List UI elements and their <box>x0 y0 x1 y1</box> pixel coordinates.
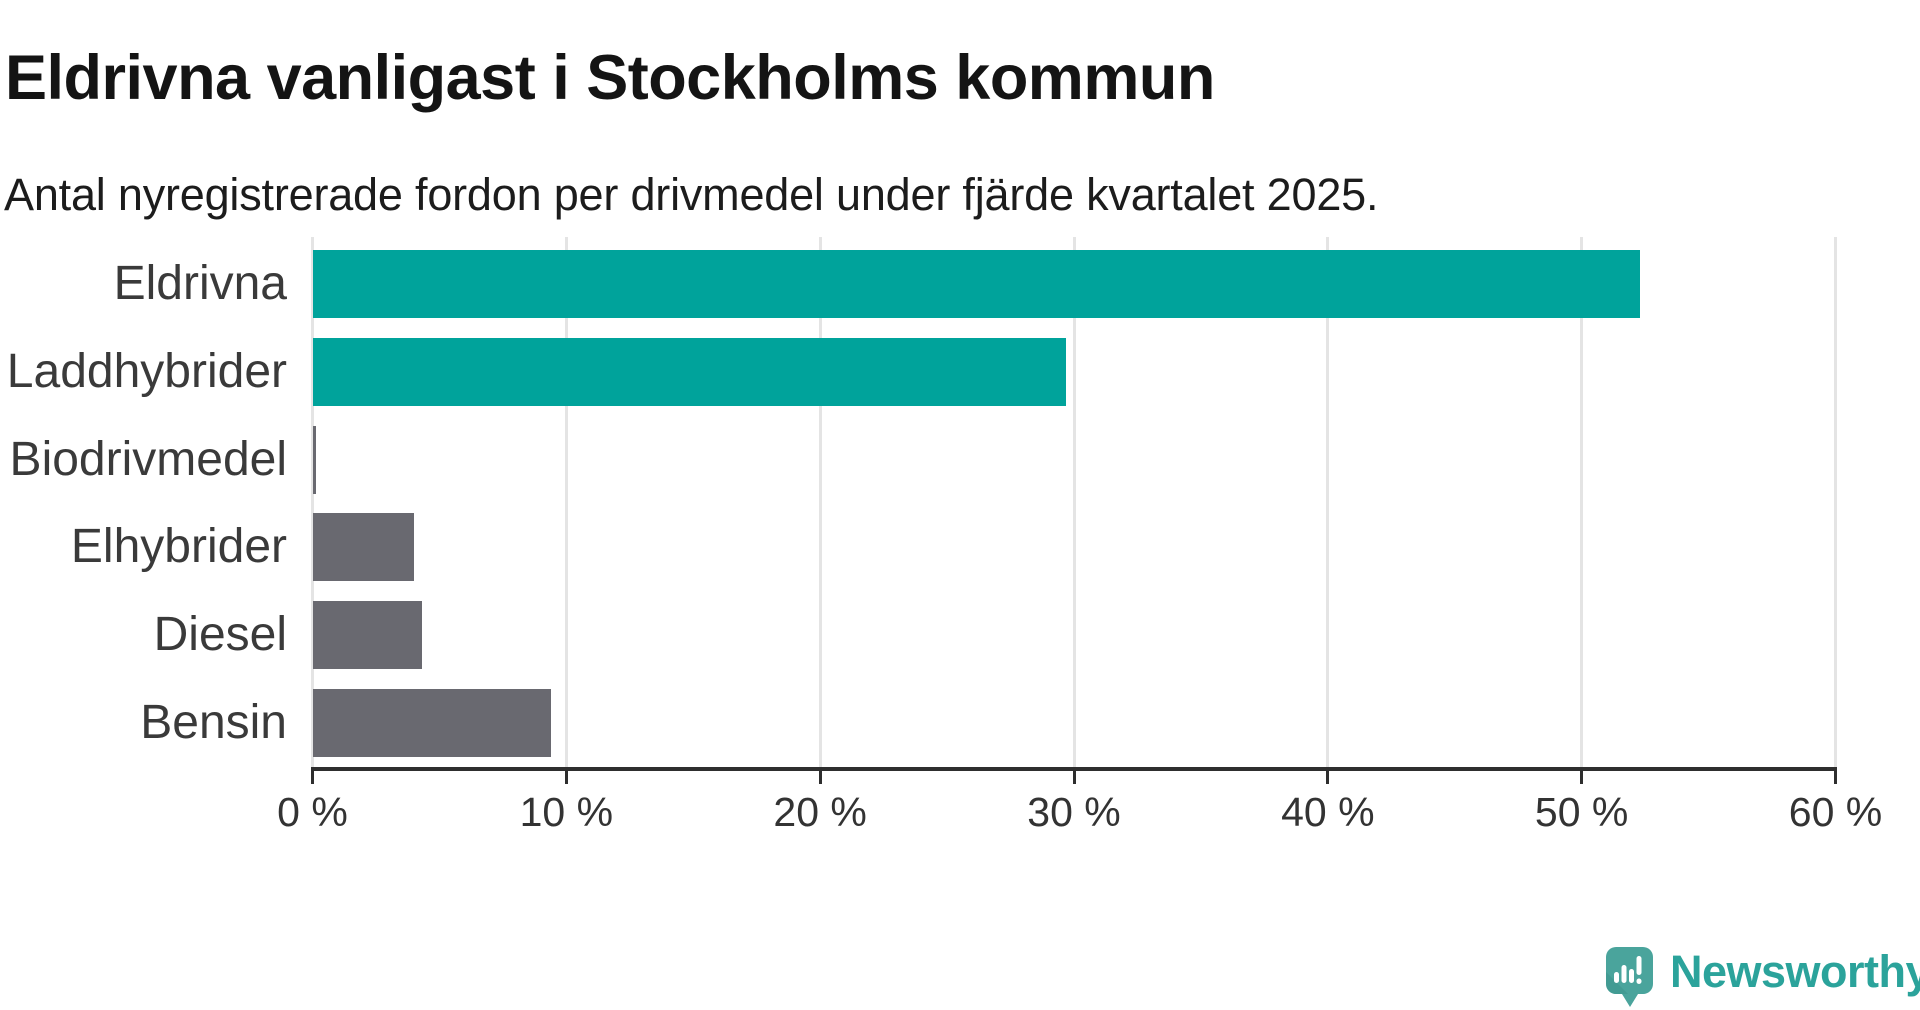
x-tick-mark <box>818 770 822 784</box>
x-tick-mark <box>564 770 568 784</box>
x-axis-line <box>311 767 1837 771</box>
gridline <box>564 237 568 767</box>
category-label: Elhybrider <box>70 520 287 574</box>
bar-laddhybrider <box>312 337 1067 406</box>
page-title: Eldrivna vanligast i Stockholms kommun <box>5 43 1215 114</box>
x-tick-label: 10 % <box>519 789 614 835</box>
gridline <box>1834 237 1837 767</box>
category-label: Biodrivmedel <box>9 432 287 486</box>
bar-diesel <box>312 601 422 670</box>
page-subtitle: Antal nyregistrerade fordon per drivmede… <box>4 169 1379 220</box>
x-tick-mark <box>1072 770 1076 784</box>
bar-bensin <box>312 689 552 757</box>
x-tick-mark <box>1326 770 1330 784</box>
x-tick-label: 40 % <box>1281 789 1375 835</box>
gridline <box>1580 237 1584 767</box>
x-tick-label: 20 % <box>773 789 867 835</box>
newsworthy-logo[interactable]: Newsworthy <box>1605 946 1920 1008</box>
x-tick-label: 30 % <box>1027 789 1121 835</box>
x-tick-mark <box>1580 770 1584 784</box>
bar-eldrivna <box>312 250 1641 318</box>
x-tick-label: 60 % <box>1788 789 1883 835</box>
newsworthy-logo-icon <box>1606 947 1653 1007</box>
category-label: Eldrivna <box>113 257 287 310</box>
x-tick-mark <box>1834 770 1837 784</box>
gridline <box>818 237 822 767</box>
gridline <box>1326 237 1330 767</box>
gridline <box>1072 237 1076 767</box>
category-label: Laddhybrider <box>6 344 287 398</box>
bar-biodrivmedel <box>312 425 316 494</box>
category-label: Diesel <box>153 608 287 662</box>
x-tick-mark <box>311 770 314 784</box>
newsworthy-logo-text: Newsworthy <box>1670 946 1920 997</box>
bar-elhybrider <box>312 513 415 582</box>
category-label: Bensin <box>140 696 287 749</box>
x-tick-label: 0 % <box>277 789 348 835</box>
gridline <box>311 237 314 767</box>
x-tick-label: 50 % <box>1534 789 1629 835</box>
